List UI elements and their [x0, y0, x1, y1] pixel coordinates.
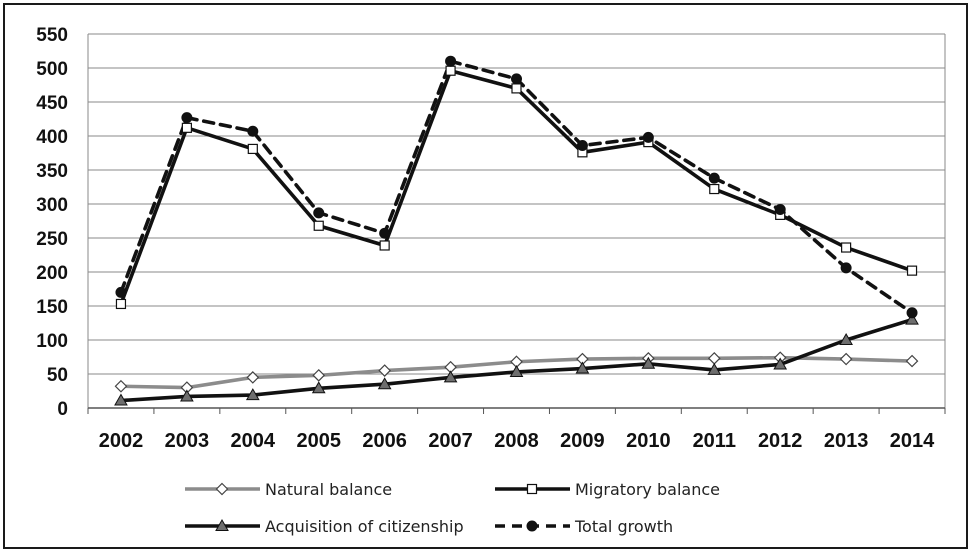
- x-tick-label: 2009: [560, 430, 605, 452]
- data-point-total-growth: [775, 204, 785, 214]
- series-lines: [121, 61, 912, 400]
- y-tick-label: 400: [36, 127, 68, 148]
- data-point-migratory-balance: [182, 123, 191, 132]
- data-point-migratory-balance: [116, 299, 125, 308]
- x-tick-label: 2011: [693, 430, 736, 452]
- x-tick-label: 2003: [165, 430, 210, 452]
- x-tick-label: 2005: [296, 430, 341, 452]
- y-tick-label: 150: [36, 297, 68, 318]
- y-axis-ticks: 0 50 100 150 200 250 300 350 400 450 500 550: [36, 25, 68, 420]
- y-tick-label: 550: [36, 25, 68, 46]
- data-point-total-growth: [116, 287, 126, 297]
- x-tick-label: 2002: [99, 430, 144, 452]
- legend-item-natural-balance: Natural balance: [185, 480, 392, 499]
- series-line-total-growth: [121, 61, 912, 313]
- data-point-total-growth: [380, 228, 390, 238]
- data-point-total-growth: [643, 132, 653, 142]
- data-point-total-growth: [314, 208, 324, 218]
- x-tick-label: 2014: [890, 430, 935, 452]
- legend-marker: [217, 484, 228, 495]
- data-point-natural-balance: [115, 381, 126, 392]
- y-tick-label: 300: [36, 195, 68, 216]
- data-point-total-growth: [512, 74, 522, 84]
- x-tick-label: 2008: [494, 430, 539, 452]
- data-point-total-growth: [446, 56, 456, 66]
- data-point-total-growth: [182, 113, 192, 123]
- data-point-migratory-balance: [314, 221, 323, 230]
- data-point-migratory-balance: [380, 241, 389, 250]
- legend-marker: [528, 485, 537, 494]
- data-point-total-growth: [577, 141, 587, 151]
- data-point-total-growth: [248, 126, 258, 136]
- y-tick-label: 350: [36, 161, 68, 182]
- data-point-natural-balance: [841, 354, 852, 365]
- x-tick-label: 2006: [362, 430, 407, 452]
- series-line-migratory-balance: [121, 71, 912, 304]
- legend-item-total-growth: Total growth: [495, 517, 673, 536]
- data-point-migratory-balance: [842, 243, 851, 252]
- legend-item-migratory-balance: Migratory balance: [495, 480, 720, 499]
- x-axis-ticks: 2002 2003 2004 2005 2006 2007 2008 2009 2010 2011…: [99, 430, 935, 452]
- x-tick-label: 2013: [824, 430, 869, 452]
- legend-marker: [527, 521, 537, 531]
- data-point-total-growth: [709, 173, 719, 183]
- y-tick-label: 50: [47, 365, 68, 386]
- data-point-total-growth: [907, 308, 917, 318]
- legend-item-acquisition-of-citizenship: Acquisition of citizenship: [185, 517, 464, 536]
- data-point-migratory-balance: [248, 144, 257, 153]
- data-point-migratory-balance: [446, 66, 455, 75]
- legend-label: Natural balance: [265, 480, 392, 499]
- x-tick-label: 2004: [231, 430, 276, 452]
- y-tick-label: 450: [36, 93, 68, 114]
- y-tick-label: 0: [57, 399, 68, 420]
- data-point-total-growth: [841, 263, 851, 273]
- data-point-natural-balance: [709, 353, 720, 364]
- legend-label: Migratory balance: [575, 480, 720, 499]
- data-point-migratory-balance: [710, 185, 719, 194]
- x-tick-label: 2010: [626, 430, 671, 452]
- y-tick-label: 200: [36, 263, 68, 284]
- legend-label: Total growth: [574, 517, 673, 536]
- data-point-natural-balance: [907, 356, 918, 367]
- legend-label: Acquisition of citizenship: [265, 517, 464, 536]
- data-point-natural-balance: [313, 370, 324, 381]
- y-tick-label: 100: [36, 331, 68, 352]
- data-point-migratory-balance: [512, 84, 521, 93]
- series-markers: [115, 56, 918, 405]
- x-tick-label: 2012: [758, 430, 803, 452]
- data-point-migratory-balance: [908, 266, 917, 275]
- y-tick-label: 250: [36, 229, 68, 250]
- y-tick-label: 500: [36, 59, 68, 80]
- legend: Natural balance Migratory balance Acquisit…: [185, 480, 720, 536]
- x-tick-label: 2007: [428, 430, 473, 452]
